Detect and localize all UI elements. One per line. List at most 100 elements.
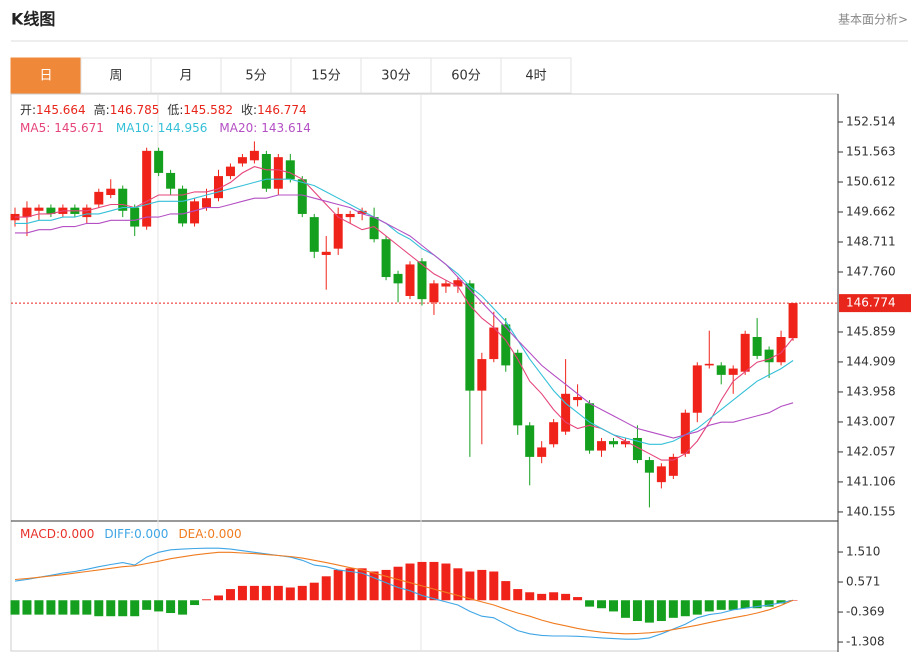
candle-body (130, 207, 140, 227)
candle-body (297, 179, 307, 214)
candle-body (46, 207, 56, 214)
legend-label: MA20: (219, 121, 257, 135)
macd-bar (142, 600, 152, 610)
y-tick-label: 143.958 (846, 384, 896, 398)
macd-bar (202, 599, 212, 601)
tab-label[interactable]: 4时 (525, 69, 546, 84)
ohlc-value: 146.774 (257, 103, 307, 117)
macd-bar (776, 600, 786, 604)
macd-bar (106, 600, 116, 617)
candle-body (692, 365, 702, 413)
tab[interactable]: 5分 (220, 57, 292, 94)
legend-value: 144.956 (158, 121, 208, 135)
fundamental-link[interactable]: 基本面分析> (838, 13, 908, 27)
candle-body (345, 213, 355, 218)
candle-body (118, 188, 128, 211)
candle-body (501, 324, 511, 366)
macd-bar (82, 600, 92, 615)
candle-body (106, 188, 116, 196)
tab-label[interactable]: 60分 (451, 69, 481, 84)
tab[interactable]: 15分 (290, 57, 362, 94)
candle-body (202, 198, 212, 208)
macd-bar (465, 571, 475, 601)
tab-label[interactable]: 周 (109, 69, 122, 84)
candle-body (34, 207, 44, 211)
candle-body (465, 283, 475, 391)
tab[interactable]: 60分 (430, 57, 502, 94)
tab[interactable]: 日 (10, 57, 82, 94)
candle-body (309, 217, 319, 252)
current-price-label: 146.774 (846, 296, 896, 310)
legend-value: 143.614 (261, 121, 311, 135)
tab[interactable]: 4时 (500, 57, 572, 94)
plot: 152.514 151.563 150.612 149.662 148.711 147.7… (10, 102, 911, 649)
candle-body (740, 333, 750, 372)
macd-bar (453, 568, 463, 601)
macd-bar (297, 585, 307, 601)
candle-body (142, 150, 152, 227)
tab-box[interactable] (80, 57, 152, 94)
macd-bar (632, 600, 642, 622)
macd-bar (489, 571, 499, 601)
tab-label[interactable]: 日 (39, 69, 52, 84)
candle-body (776, 337, 786, 363)
line-series (15, 194, 794, 439)
y-tick-label: 141.106 (846, 474, 896, 488)
tab-box[interactable] (360, 57, 432, 94)
tab[interactable]: 月 (150, 57, 222, 94)
macd-bar (585, 600, 595, 607)
candle-body (261, 154, 271, 189)
y-tick-label: -0.369 (846, 605, 885, 619)
candle-body (525, 425, 535, 457)
macd-bar (405, 563, 415, 601)
macd-bar (357, 568, 367, 601)
macd-bar (190, 600, 200, 606)
y-tick-label: 152.514 (846, 115, 896, 129)
candle-body (573, 396, 583, 401)
y-tick-label: 148.711 (846, 234, 896, 248)
tab-label[interactable]: 30分 (381, 69, 411, 84)
macd-bar (46, 600, 56, 615)
legend-value: 0.000 (134, 527, 168, 541)
candle-body (489, 327, 499, 360)
macd-bar (225, 589, 235, 601)
macd-bar (429, 561, 439, 601)
candle-body (82, 207, 92, 218)
macd-bar (477, 569, 487, 601)
legend-label: MA10: (116, 121, 154, 135)
legend-label: DIFF: (104, 527, 134, 541)
tab[interactable]: 周 (80, 57, 152, 94)
tab-label[interactable]: 15分 (311, 69, 341, 84)
macd-bar (692, 600, 702, 615)
candle-body (225, 166, 235, 177)
candle-body (704, 363, 714, 366)
macd-bar (597, 600, 607, 609)
tab-label[interactable]: 月 (179, 69, 192, 84)
macd-bar (525, 592, 535, 601)
line-series (14, 547, 794, 640)
macd-bar (22, 600, 32, 615)
candle-body (333, 213, 343, 249)
ohlc-label: 开: (20, 103, 36, 117)
candle-body (393, 273, 403, 284)
candle-body (537, 447, 547, 457)
macd-bar (764, 600, 774, 607)
legend-value: 0.000 (207, 527, 241, 541)
candle-body (178, 188, 188, 224)
candle-body (513, 352, 523, 426)
macd-bar (237, 585, 247, 601)
macd-bar (94, 600, 104, 617)
macd-bar (118, 600, 128, 617)
macd-bar (58, 600, 68, 615)
tab[interactable]: 30分 (360, 57, 432, 94)
macd-bar (537, 593, 547, 601)
candle-body (477, 359, 487, 391)
candle-body (764, 349, 774, 363)
tab-label[interactable]: 5分 (245, 69, 266, 84)
legend-value: 0.000 (60, 527, 94, 541)
macd-bar (716, 600, 726, 610)
tab-box[interactable] (500, 57, 572, 94)
tab-box[interactable] (150, 57, 222, 94)
macd-bar (668, 600, 678, 618)
